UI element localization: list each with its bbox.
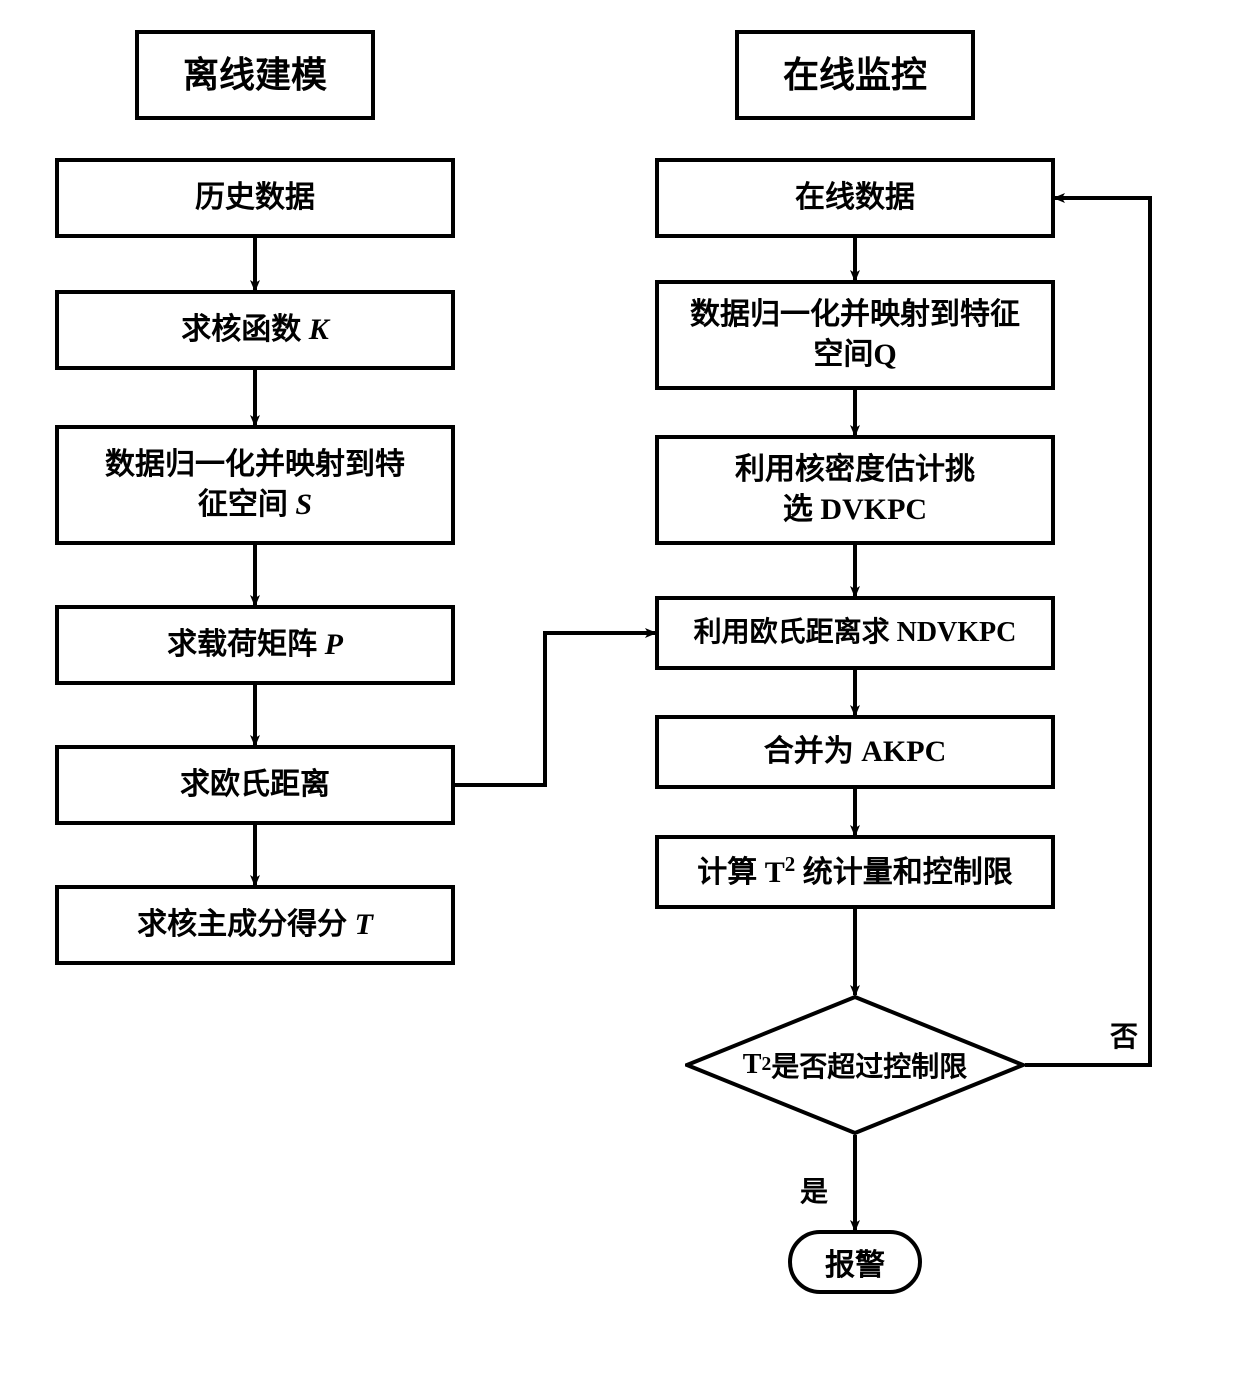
step-L2-label: 求核函数 K bbox=[181, 310, 329, 351]
header-online: 在线监控 bbox=[735, 30, 975, 120]
header-offline: 离线建模 bbox=[135, 30, 375, 120]
edge-label-yes: 是 bbox=[800, 1170, 828, 1210]
step-R1-label: 在线数据 bbox=[795, 178, 915, 219]
edge-label-no: 否 bbox=[1110, 1015, 1138, 1055]
step-L6-label: 求核主成分得分 T bbox=[137, 905, 373, 946]
step-R3-label: 利用核密度估计挑选 DVKPC bbox=[735, 450, 975, 531]
step-L1-label: 历史数据 bbox=[195, 178, 315, 219]
step-L5: 求欧氏距离 bbox=[55, 745, 455, 825]
step-L3: 数据归一化并映射到特征空间 S bbox=[55, 425, 455, 545]
flowchart-root: 离线建模 在线监控 历史数据 求核函数 K 数据归一化并映射到特征空间 S 求载… bbox=[0, 0, 1240, 1390]
step-L1: 历史数据 bbox=[55, 158, 455, 238]
step-R5: 合并为 AKPC bbox=[655, 715, 1055, 789]
terminal-alarm-label: 报警 bbox=[825, 1240, 885, 1284]
step-R4-label: 利用欧氏距离求 NDVKPC bbox=[694, 614, 1017, 652]
header-offline-label: 离线建模 bbox=[183, 51, 327, 100]
decision-D1: T2 是否超过控制限 bbox=[685, 995, 1025, 1135]
header-online-label: 在线监控 bbox=[783, 51, 927, 100]
step-L6: 求核主成分得分 T bbox=[55, 885, 455, 965]
step-R4: 利用欧氏距离求 NDVKPC bbox=[655, 596, 1055, 670]
step-L2: 求核函数 K bbox=[55, 290, 455, 370]
step-R2: 数据归一化并映射到特征空间Q bbox=[655, 280, 1055, 390]
step-L4-label: 求载荷矩阵 P bbox=[167, 625, 343, 666]
step-R2-label: 数据归一化并映射到特征空间Q bbox=[690, 295, 1020, 376]
arrow-L5-R4 bbox=[455, 633, 655, 785]
step-R6: 计算 T2 统计量和控制限 bbox=[655, 835, 1055, 909]
step-R3: 利用核密度估计挑选 DVKPC bbox=[655, 435, 1055, 545]
step-R5-label: 合并为 AKPC bbox=[764, 732, 947, 773]
step-L3-label: 数据归一化并映射到特征空间 S bbox=[105, 445, 405, 526]
terminal-alarm: 报警 bbox=[788, 1230, 922, 1294]
decision-D1-label: T2 是否超过控制限 bbox=[685, 995, 1025, 1135]
step-L4: 求载荷矩阵 P bbox=[55, 605, 455, 685]
step-R1: 在线数据 bbox=[655, 158, 1055, 238]
step-L5-label: 求欧氏距离 bbox=[180, 765, 330, 806]
step-R6-label: 计算 T2 统计量和控制限 bbox=[697, 850, 1013, 894]
